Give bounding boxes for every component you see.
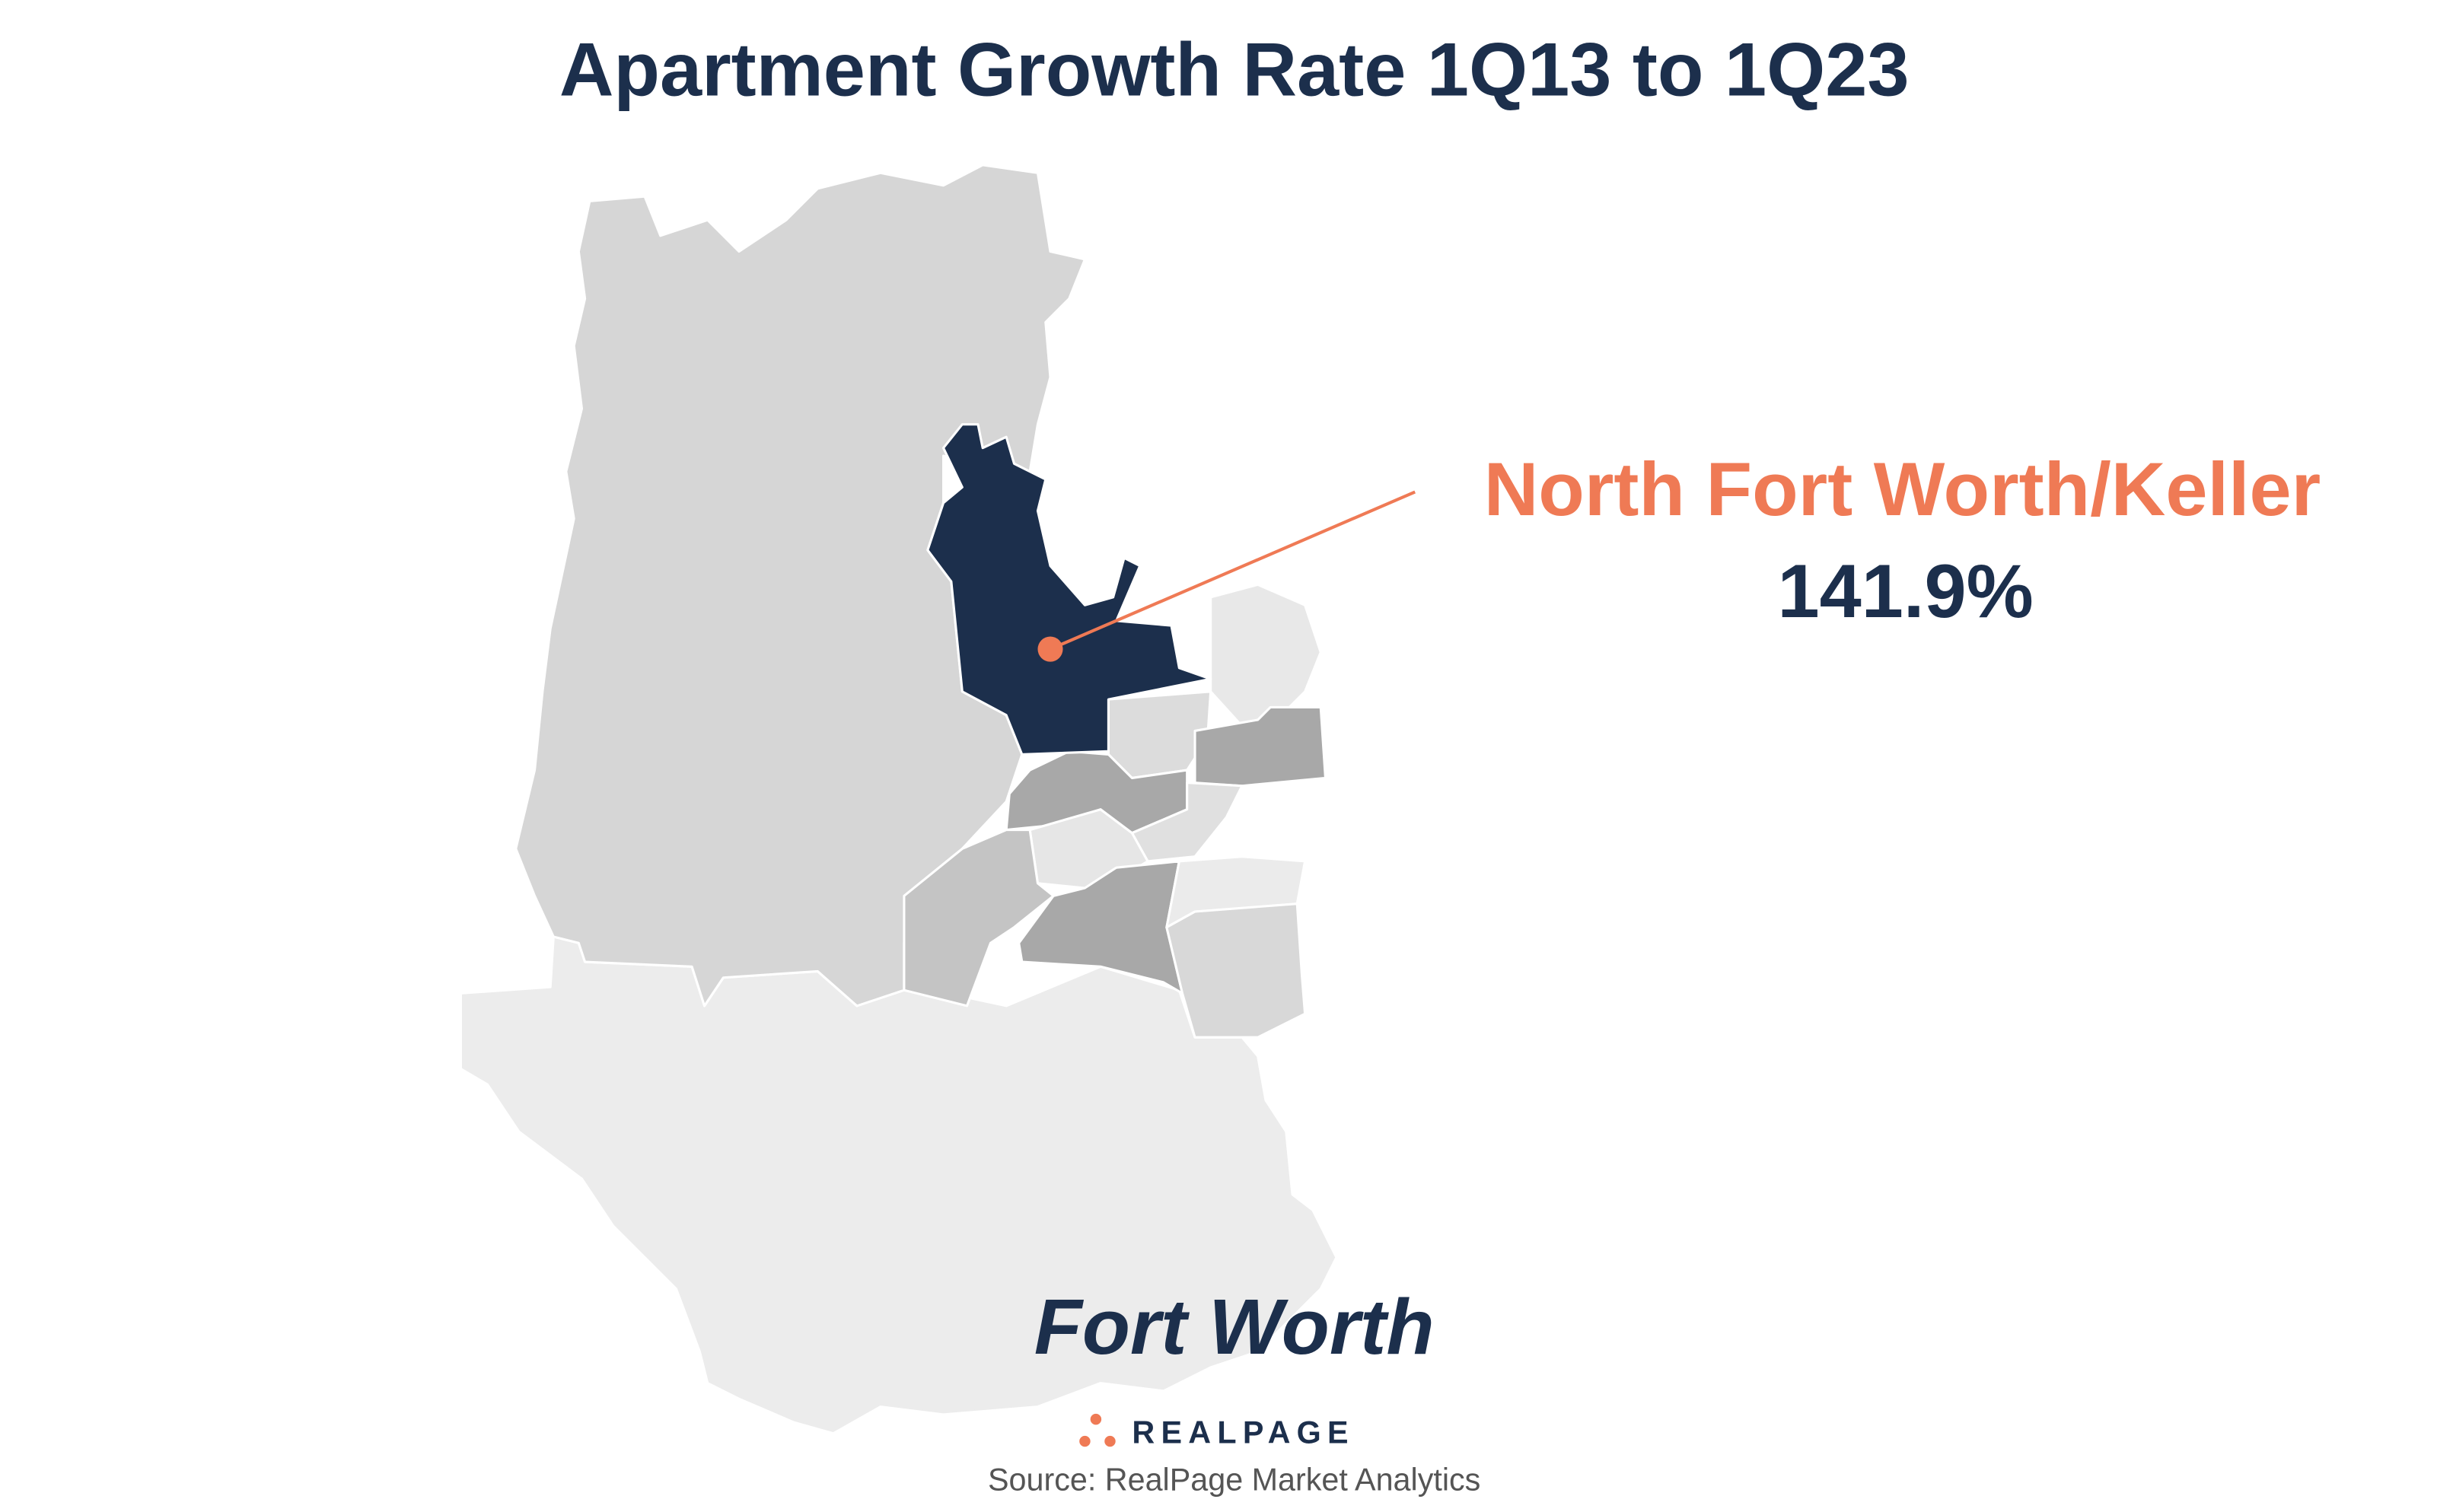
region-east-1 xyxy=(1209,583,1322,727)
callout-value: 141.9% xyxy=(1778,549,2034,634)
logo-dot xyxy=(1104,1435,1116,1447)
source: Source: RealPage Market Analytics xyxy=(988,1463,1480,1498)
city-label: Fort Worth xyxy=(1034,1283,1435,1370)
title: Apartment Growth Rate 1Q13 to 1Q23 xyxy=(559,27,1910,112)
region-north xyxy=(514,164,1086,1007)
logo-text: REALPAGE xyxy=(1132,1415,1354,1450)
highlighted-region xyxy=(926,423,1212,756)
map xyxy=(459,164,1338,1435)
logo: REALPAGE xyxy=(1079,1413,1354,1450)
callout-region: North Fort Worth/Keller xyxy=(1484,447,2321,532)
region-west-1 xyxy=(903,829,1055,1007)
logo-dot xyxy=(1090,1413,1102,1425)
logo-dot xyxy=(1079,1435,1091,1447)
region-mid-2 xyxy=(1130,781,1244,863)
callout-line xyxy=(1050,490,1416,651)
callout-dot xyxy=(1037,636,1063,662)
region-east-5 xyxy=(1165,902,1307,1039)
